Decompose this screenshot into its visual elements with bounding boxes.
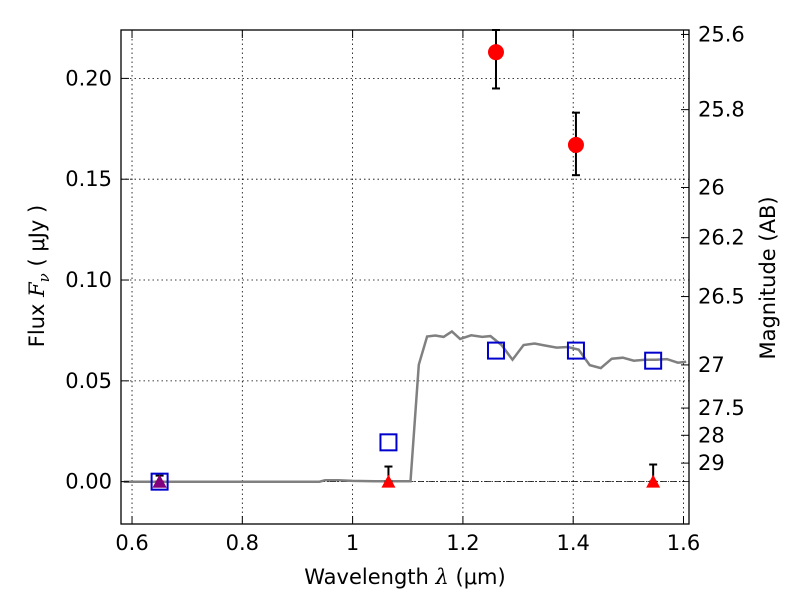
y2-tick-labels: 25.6 25.8 26 26.2 26.5 27 27.5 28 29 bbox=[698, 22, 745, 475]
x-axis-label: Wavelength λ (μm) bbox=[304, 565, 505, 589]
y2-tick-label: 28 bbox=[698, 423, 725, 447]
y-tick-label: 0.20 bbox=[65, 66, 112, 90]
bandpass-square bbox=[150, 472, 169, 491]
x-tick-labels: 0.6 0.8 1 1.2 1.4 1.6 bbox=[115, 531, 700, 555]
model-bandpass-points bbox=[150, 341, 663, 491]
bandpass-square bbox=[486, 341, 505, 360]
x-tick-label: 1.2 bbox=[446, 531, 479, 555]
plot-frame bbox=[120, 29, 690, 525]
y2-tick-label: 27.5 bbox=[698, 396, 745, 420]
upper-limit-triangle bbox=[646, 474, 661, 488]
y-tick-label: 0.05 bbox=[65, 369, 112, 393]
observed-point bbox=[567, 136, 584, 153]
bandpass-square bbox=[379, 433, 398, 452]
y-tick-label: 0.15 bbox=[65, 167, 112, 191]
y-tick-labels: 0.00 0.05 0.10 0.15 0.20 bbox=[65, 66, 112, 493]
y2-tick-label: 29 bbox=[698, 451, 725, 475]
x-tick-label: 1 bbox=[346, 531, 359, 555]
upper-limit-triangle bbox=[381, 474, 396, 488]
y-axis-label: Flux Fν ( μJy ) bbox=[25, 205, 53, 347]
y2-tick-label: 26 bbox=[698, 175, 725, 199]
special-points bbox=[152, 474, 167, 488]
y-tick-label: 0.10 bbox=[65, 268, 112, 292]
observed-points bbox=[487, 44, 584, 153]
y2-tick-label: 26.2 bbox=[698, 226, 745, 250]
x-tick-label: 0.6 bbox=[115, 531, 148, 555]
x-tick-label: 1.6 bbox=[667, 531, 700, 555]
axis-ticks bbox=[121, 30, 689, 524]
y2-tick-label: 26.5 bbox=[698, 285, 745, 309]
observed-point bbox=[487, 44, 504, 61]
y2-axis-label: Magnitude (AB) bbox=[756, 196, 780, 359]
special-triangle bbox=[152, 474, 167, 488]
x-tick-label: 1.4 bbox=[556, 531, 589, 555]
y-tick-label: 0.00 bbox=[65, 470, 112, 494]
bandpass-square bbox=[644, 351, 663, 370]
y2-tick-label: 25.8 bbox=[698, 98, 745, 122]
x-tick-label: 0.8 bbox=[226, 531, 259, 555]
bandpass-square bbox=[566, 341, 585, 360]
y2-tick-label: 25.6 bbox=[698, 22, 745, 46]
y2-tick-label: 27 bbox=[698, 353, 725, 377]
